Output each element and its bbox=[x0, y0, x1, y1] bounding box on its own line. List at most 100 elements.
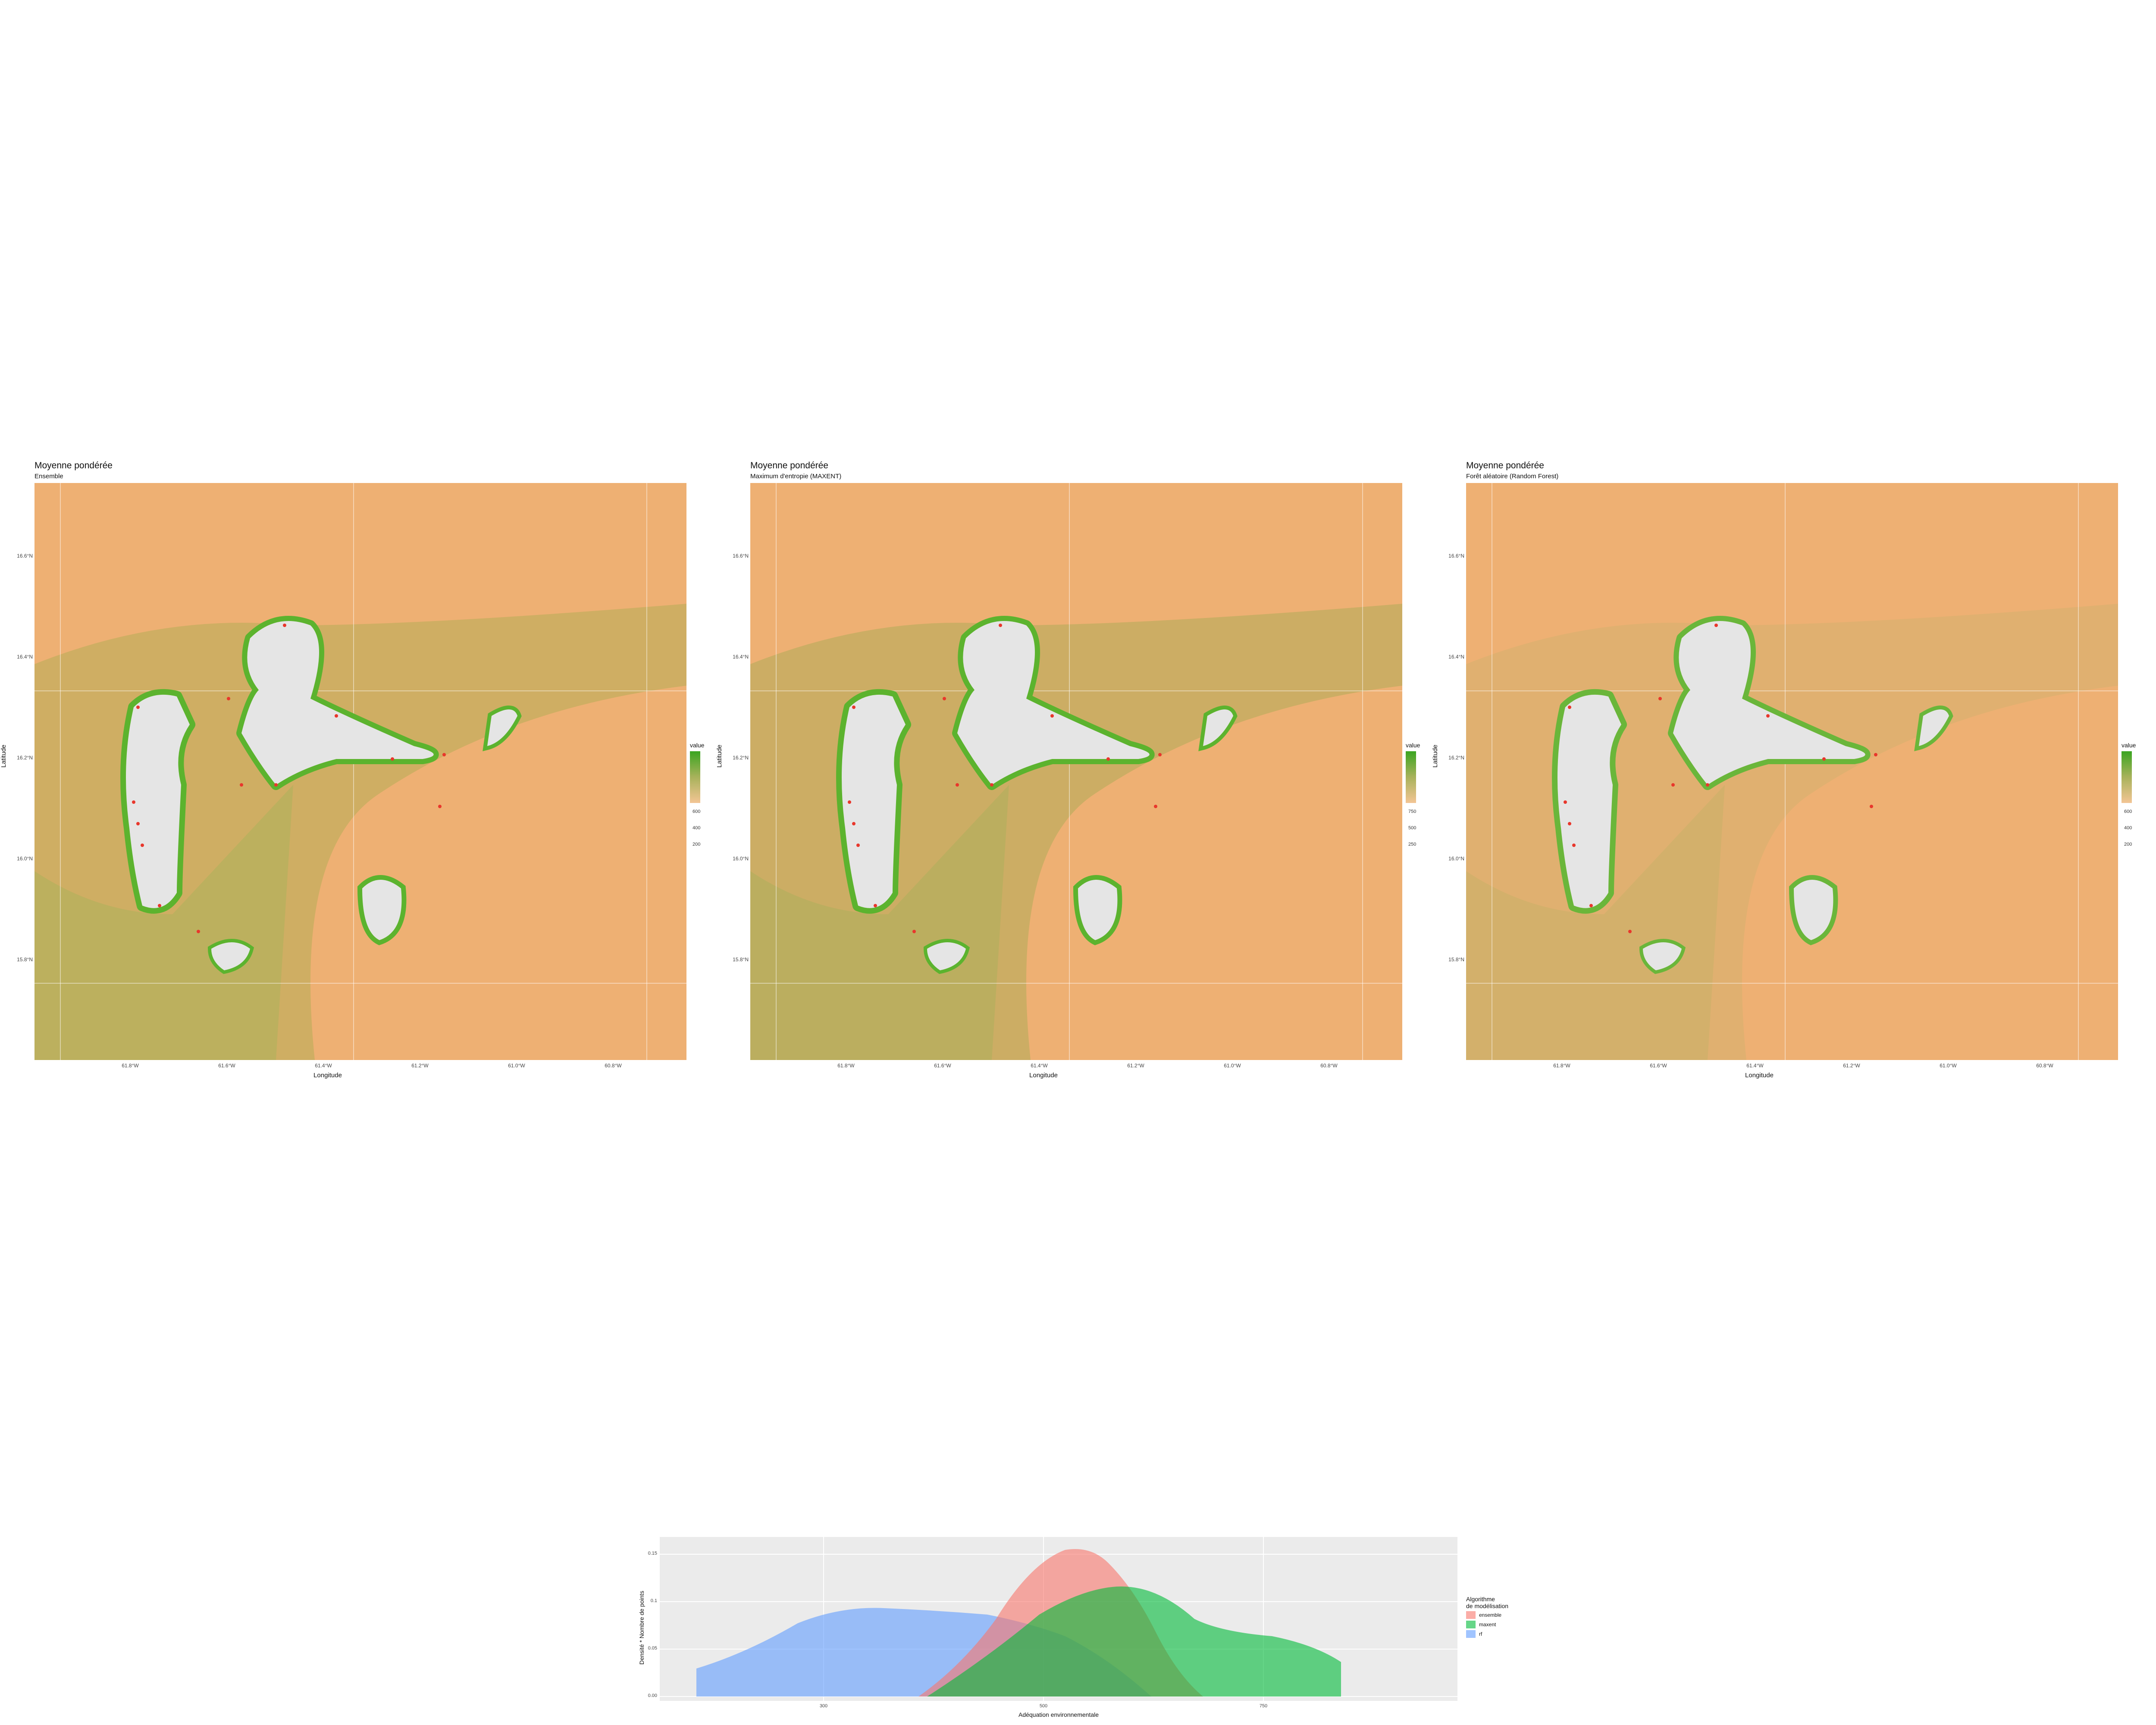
x-tick: 61.6°W bbox=[1650, 1063, 1667, 1069]
density-y-tick: 0.00 bbox=[648, 1693, 657, 1698]
x-tick: 61.8°W bbox=[1553, 1063, 1570, 1069]
y-tick: 16.6°N bbox=[733, 553, 749, 559]
y-tick: 16.0°N bbox=[1448, 856, 1464, 862]
density-y-tick: 0.05 bbox=[648, 1646, 657, 1651]
les-saintes-islands bbox=[211, 942, 250, 970]
legend-tick: 400 bbox=[693, 825, 701, 831]
map-panel-2: Moyenne pondérée Maximum d'entropie (MAX… bbox=[716, 457, 1432, 1087]
y-tick: 15.8°N bbox=[1448, 957, 1464, 963]
occurrence-points bbox=[132, 624, 446, 933]
x-tick: 61.2°W bbox=[1843, 1063, 1860, 1069]
y-tick: 16.4°N bbox=[733, 654, 749, 660]
legend-item-rf: rf bbox=[1466, 1630, 1508, 1638]
grande-terre-island bbox=[241, 621, 434, 785]
les-saintes-islands bbox=[927, 942, 966, 970]
la-desirade-island bbox=[1203, 709, 1233, 746]
density-x-label: Adéquation environnementale bbox=[1018, 1711, 1099, 1718]
legend-tick: 250 bbox=[1408, 842, 1416, 847]
islands bbox=[842, 621, 1233, 970]
legend-tick: 600 bbox=[2124, 809, 2132, 814]
southwest-suitability-zone bbox=[34, 785, 293, 1060]
legend-tick: 400 bbox=[2124, 825, 2132, 831]
density-y-tick: 0.15 bbox=[648, 1551, 657, 1556]
x-tick: 61.4°W bbox=[1031, 1063, 1048, 1069]
y-tick: 15.8°N bbox=[733, 957, 749, 963]
islands bbox=[1557, 621, 1949, 970]
density-legend-title-1: Algorithme bbox=[1466, 1596, 1495, 1603]
y-tick: 16.6°N bbox=[17, 553, 33, 559]
y-tick: 16.0°N bbox=[733, 856, 749, 862]
density-y-tick: 0.1 bbox=[650, 1598, 657, 1603]
map-title: Moyenne pondérée bbox=[1466, 461, 1544, 470]
y-axis-label: Latitude bbox=[1432, 744, 1439, 768]
legend-tick: 750 bbox=[1408, 809, 1416, 814]
x-tick: 61.2°W bbox=[1127, 1063, 1144, 1069]
occurrence-points bbox=[848, 624, 1162, 933]
y-tick: 16.4°N bbox=[17, 654, 33, 660]
map-svg bbox=[750, 483, 1402, 1060]
value-legend: value 750 500 250 bbox=[1406, 742, 1432, 855]
legend-swatch-ensemble bbox=[1466, 1611, 1476, 1619]
y-tick: 16.0°N bbox=[17, 856, 33, 862]
density-plot-area bbox=[660, 1537, 1457, 1701]
x-axis-label: Longitude bbox=[1029, 1072, 1058, 1079]
map-area[interactable] bbox=[750, 483, 1402, 1060]
map-area[interactable] bbox=[34, 483, 686, 1060]
legend-colorbar bbox=[690, 751, 700, 803]
x-tick: 61.8°W bbox=[122, 1063, 139, 1069]
map-title: Moyenne pondérée bbox=[750, 461, 828, 470]
legend-swatch-maxent bbox=[1466, 1621, 1476, 1628]
x-tick: 61.4°W bbox=[1746, 1063, 1764, 1069]
y-tick: 16.6°N bbox=[1448, 553, 1464, 559]
islands bbox=[126, 621, 517, 970]
y-tick: 16.2°N bbox=[733, 755, 749, 761]
value-legend: value 600 400 200 bbox=[2122, 742, 2147, 855]
x-tick: 61.8°W bbox=[837, 1063, 855, 1069]
legend-tick: 200 bbox=[693, 842, 701, 847]
map-title: Moyenne pondérée bbox=[34, 461, 113, 470]
density-chart: Densité * Nombre de points 0.15 0.1 0.05… bbox=[638, 1535, 1570, 1725]
legend-item-maxent: maxent bbox=[1466, 1621, 1508, 1628]
marie-galante-island bbox=[362, 880, 402, 940]
map-area[interactable] bbox=[1466, 483, 2118, 1060]
x-tick: 61.0°W bbox=[508, 1063, 525, 1069]
legend-title: value bbox=[2122, 742, 2136, 749]
marie-galante-island bbox=[1794, 880, 1833, 940]
basse-terre-island bbox=[842, 694, 906, 908]
les-saintes-islands bbox=[1643, 942, 1682, 970]
x-tick: 61.2°W bbox=[411, 1063, 429, 1069]
legend-tick: 200 bbox=[2124, 842, 2132, 847]
legend-title: value bbox=[690, 742, 705, 749]
y-axis-label: Latitude bbox=[0, 744, 7, 768]
map-subtitle: Maximum d'entropie (MAXENT) bbox=[750, 473, 842, 480]
basse-terre-island bbox=[126, 694, 190, 908]
x-tick: 61.4°W bbox=[315, 1063, 332, 1069]
x-tick: 60.8°W bbox=[605, 1063, 622, 1069]
x-tick: 61.6°W bbox=[218, 1063, 235, 1069]
grande-terre-island bbox=[957, 621, 1150, 785]
x-tick: 60.8°W bbox=[2036, 1063, 2053, 1069]
legend-item-ensemble: ensemble bbox=[1466, 1611, 1508, 1619]
x-tick: 60.8°W bbox=[1320, 1063, 1338, 1069]
southwest-suitability-zone bbox=[1466, 785, 1725, 1060]
map-panel-1: Moyenne pondérée Ensemble Latitude bbox=[0, 457, 716, 1087]
value-legend: value 600 400 200 bbox=[690, 742, 716, 855]
density-x-tick: 300 bbox=[819, 1703, 828, 1709]
y-axis-label: Latitude bbox=[716, 744, 723, 768]
map-subtitle: Forêt aléatoire (Random Forest) bbox=[1466, 473, 1559, 480]
density-x-tick: 500 bbox=[1039, 1703, 1048, 1709]
la-desirade-island bbox=[487, 709, 517, 746]
x-axis-label: Longitude bbox=[1745, 1072, 1774, 1079]
marie-galante-island bbox=[1078, 880, 1118, 940]
density-x-tick: 750 bbox=[1259, 1703, 1268, 1709]
map-svg bbox=[1466, 483, 2118, 1060]
southwest-suitability-zone bbox=[750, 785, 1009, 1060]
density-legend-title-2: de modélisation bbox=[1466, 1603, 1509, 1609]
x-axis-label: Longitude bbox=[313, 1072, 342, 1079]
map-svg bbox=[34, 483, 686, 1060]
legend-swatch-rf bbox=[1466, 1630, 1476, 1638]
basse-terre-island bbox=[1557, 694, 1621, 908]
density-legend: Algorithme de modélisation ensemble maxe… bbox=[1466, 1596, 1508, 1638]
legend-colorbar bbox=[1406, 751, 1416, 803]
map-panel-3: Moyenne pondérée Forêt aléatoire (Random… bbox=[1432, 457, 2147, 1087]
